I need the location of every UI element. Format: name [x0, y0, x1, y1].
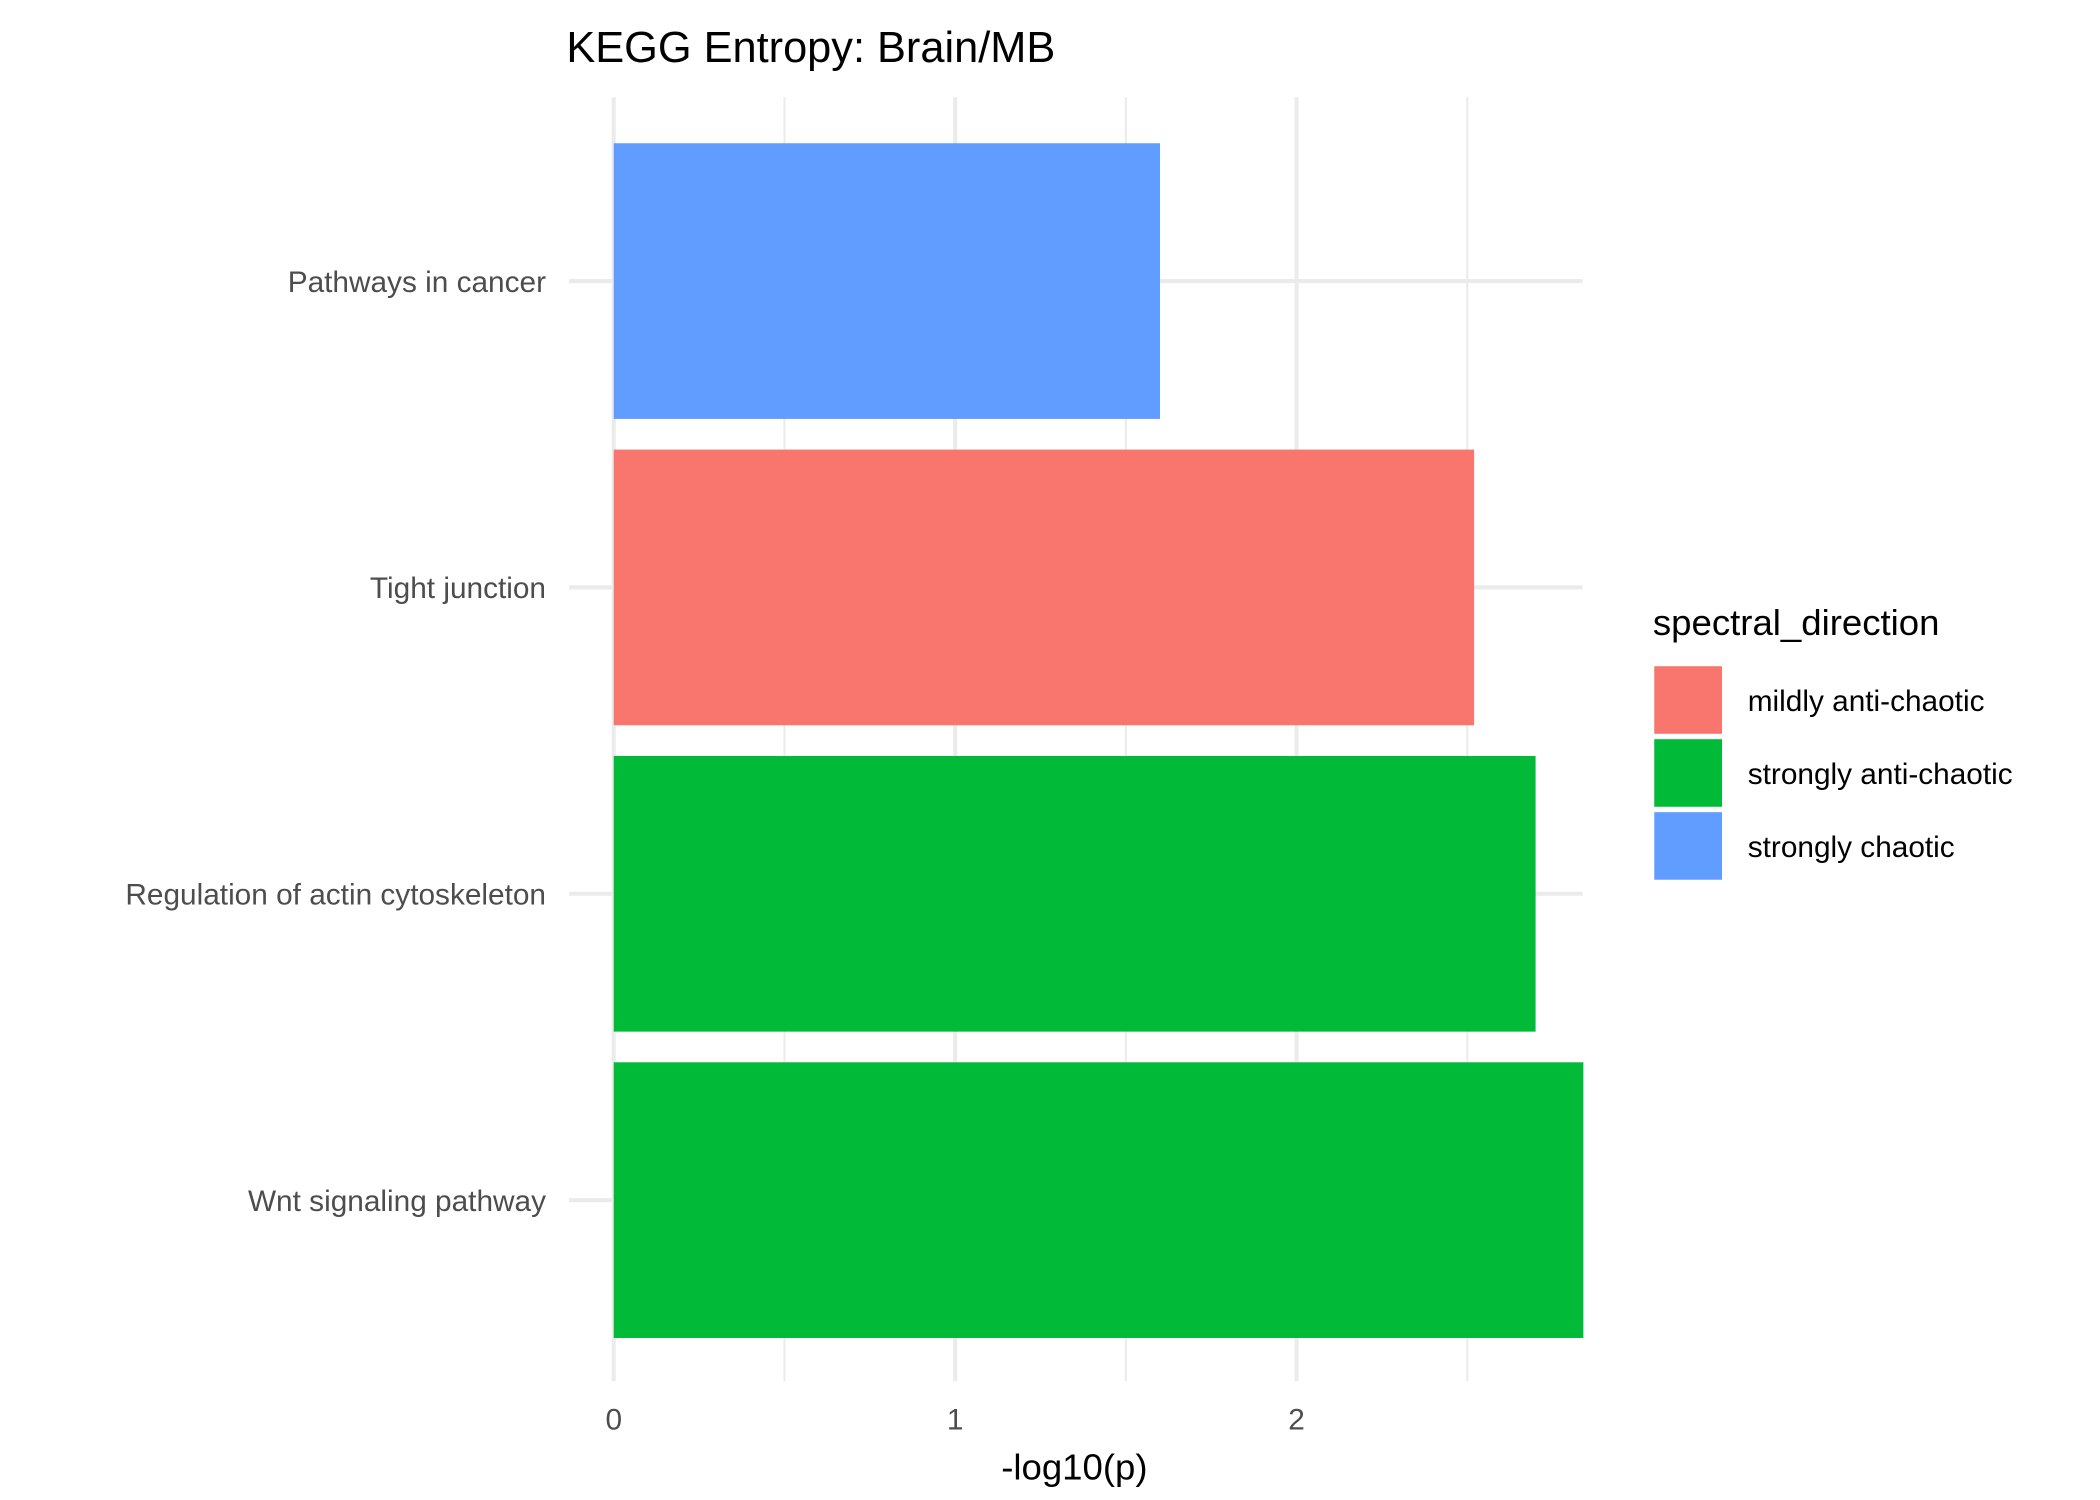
legend-key: [1654, 739, 1722, 807]
y-tick-label: Regulation of actin cytoskeleton: [125, 879, 546, 912]
bars: [613, 143, 1584, 1338]
x-tick-label: 1: [947, 1404, 964, 1437]
y-tick-label: Tight junction: [370, 572, 546, 605]
bar: [613, 1062, 1584, 1338]
bar: [613, 143, 1161, 419]
y-tick-label: Wnt signaling pathway: [248, 1185, 546, 1218]
chart-title: KEGG Entropy: Brain/MB: [566, 24, 1055, 72]
legend-label: mildly anti-chaotic: [1748, 685, 1985, 718]
legend-key: [1654, 666, 1722, 734]
x-tick-label: 0: [605, 1404, 622, 1437]
legend-label: strongly chaotic: [1748, 831, 1955, 864]
legend-label: strongly anti-chaotic: [1748, 758, 2013, 791]
legend-key: [1654, 812, 1722, 880]
x-axis-title: -log10(p): [1001, 1447, 1147, 1488]
x-tick-label: 2: [1288, 1404, 1305, 1437]
x-axis-ticks: 0 1 2: [605, 1404, 1304, 1437]
legend-title: spectral_direction: [1653, 602, 1940, 643]
y-tick-label: Pathways in cancer: [288, 266, 546, 299]
legend: spectral_direction mildly anti-chaotic st…: [1653, 602, 2013, 880]
y-axis-ticks: Pathways in cancer Tight junction Regulati…: [125, 266, 546, 1218]
bar: [613, 755, 1536, 1032]
bar: [613, 449, 1475, 726]
